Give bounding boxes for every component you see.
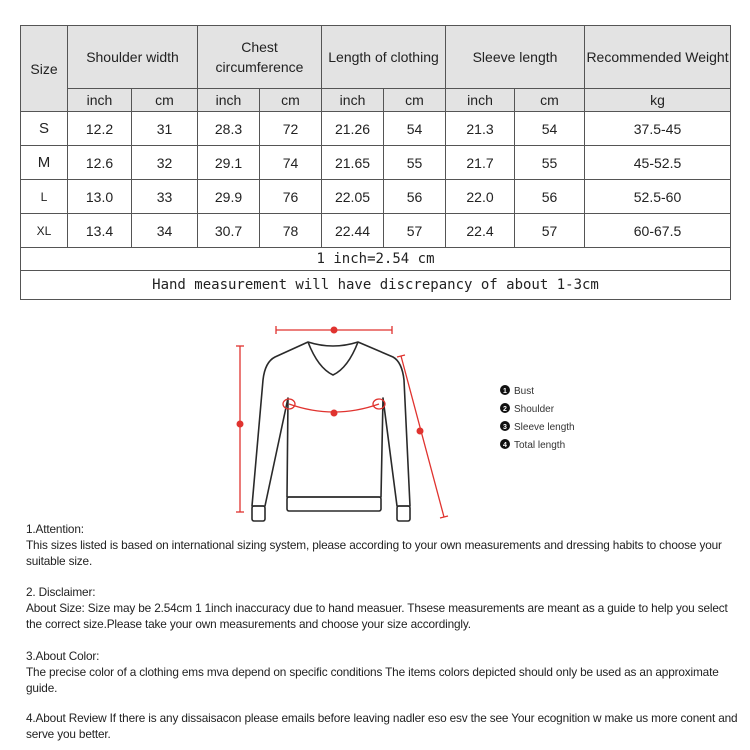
note-title: 1.Attention: (26, 522, 84, 536)
note-color: 3.About Color: The precise color of a cl… (26, 648, 741, 696)
measurement-cell: 21.26 (321, 111, 385, 146)
measurement-cell: 74 (258, 145, 323, 180)
note-body: This sizes listed is based on internatio… (26, 538, 722, 568)
measurement-cell: 13.4 (67, 213, 132, 248)
table-row: M 12.6 32 29.1 74 21.65 55 21.7 55 45-52.5 (20, 145, 732, 180)
marker-shoulder (330, 326, 338, 334)
measurement-cell: 78 (258, 213, 323, 248)
sweater-outline (251, 341, 411, 522)
size-label: S (20, 111, 68, 146)
measurement-cell: 22.0 (445, 179, 516, 214)
measurement-cell: 34 (131, 213, 198, 248)
table-row: L 13.0 33 29.9 76 22.05 56 22.0 56 52.5-60 (20, 179, 732, 214)
unit-cell: cm (258, 88, 323, 112)
measurement-cell: 21.65 (321, 145, 385, 180)
unit-cell: kg (584, 88, 732, 112)
table-row: S 12.2 31 28.3 72 21.26 54 21.3 54 37.5-45 (20, 111, 732, 146)
measurement-cell: 30.7 (197, 213, 260, 248)
svg-text:Total length: Total length (514, 440, 565, 451)
measurement-cell: 45-52.5 (584, 145, 732, 180)
note-review: 4.About Review If there is any dissaisac… (26, 710, 741, 742)
unit-cell: cm (514, 88, 586, 112)
legend-item: 3 Sleeve length (500, 421, 575, 433)
measurement-cell: 29.1 (197, 145, 260, 180)
size-label: L (20, 179, 68, 214)
unit-cell: inch (67, 88, 132, 112)
measurement-cell: 54 (383, 111, 447, 146)
header-row: Size Shoulder width Chest circumference … (20, 25, 732, 112)
sweater-measurement-diagram: 1 Bust 2 Shoulder 3 Sleeve length 4 Total le… (236, 326, 575, 522)
note-title: 3.About Color: (26, 649, 100, 663)
header-shoulder: Shoulder width (67, 25, 198, 89)
measurement-cell: 57 (383, 213, 447, 248)
measurement-cell: 32 (131, 145, 198, 180)
conversion-note: 1 inch=2.54 cm (19, 247, 732, 271)
legend-item: 1 Bust (500, 385, 534, 397)
measurement-cell: 22.44 (321, 213, 385, 248)
measurement-cell: 22.05 (321, 179, 385, 214)
table-row: XL 13.4 34 30.7 78 22.44 57 22.4 57 60-67.5 (20, 213, 732, 248)
svg-text:3: 3 (503, 424, 507, 431)
measurement-cell: 72 (258, 111, 323, 146)
svg-text:Sleeve length: Sleeve length (514, 422, 575, 433)
measurement-cell: 76 (258, 179, 323, 214)
header-size: Size (20, 25, 68, 112)
measurement-cell: 56 (383, 179, 447, 214)
conversion-note-row: 1 inch=2.54 cm (19, 247, 732, 271)
svg-text:Shoulder: Shoulder (514, 404, 555, 415)
note-attention: 1.Attention: This sizes listed is based … (26, 521, 741, 569)
legend-item: 2 Shoulder (500, 403, 555, 415)
header-weight: Recommended Weight (584, 25, 732, 89)
svg-text:Bust: Bust (514, 386, 534, 397)
marker-total-length (236, 420, 244, 428)
unit-cell: cm (131, 88, 198, 112)
measurement-cell: 33 (131, 179, 198, 214)
unit-cell: inch (321, 88, 385, 112)
measurement-cell: 56 (514, 179, 586, 214)
measurement-cell: 22.4 (445, 213, 516, 248)
measurement-cell: 13.0 (67, 179, 132, 214)
header-chest: Chest circumference (196, 25, 323, 89)
measurement-cell: 57 (514, 213, 586, 248)
discrepancy-note-row: Hand measurement will have discrepancy o… (19, 270, 732, 300)
measurement-cell: 21.7 (445, 145, 516, 180)
note-body: 4.About Review If there is any dissaisac… (26, 711, 738, 741)
measurement-cell: 21.3 (445, 111, 516, 146)
unit-cell: inch (445, 88, 516, 112)
measurement-cell: 52.5-60 (584, 179, 732, 214)
legend-item: 4 Total length (500, 439, 565, 451)
size-chart-table: Size Shoulder width Chest circumference … (19, 25, 732, 300)
measurement-cell: 31 (131, 111, 198, 146)
svg-text:1: 1 (503, 388, 507, 395)
legend: 1 Bust 2 Shoulder 3 Sleeve length 4 Total le… (500, 385, 575, 451)
unit-cell: inch (197, 88, 260, 112)
marker-bust (330, 409, 338, 417)
svg-text:4: 4 (503, 442, 507, 449)
measurement-cell: 29.9 (197, 179, 260, 214)
measurement-cell: 12.2 (67, 111, 132, 146)
measurement-cell: 12.6 (67, 145, 132, 180)
note-body: The precise color of a clothing ems mva … (26, 665, 719, 695)
size-label: M (20, 145, 68, 180)
svg-text:2: 2 (503, 406, 507, 413)
discrepancy-note: Hand measurement will have discrepancy o… (19, 270, 732, 300)
unit-row: inch cm inch cm inch cm inch cm kg (21, 88, 732, 112)
note-title: 2. Disclaimer: (26, 585, 96, 599)
unit-cell: cm (383, 88, 447, 112)
measurement-lines (236, 326, 449, 519)
note-body: About Size: Size may be 2.54cm 1 1inch i… (26, 601, 728, 631)
measurement-cell: 55 (514, 145, 586, 180)
measurement-cell: 37.5-45 (584, 111, 732, 146)
marker-sleeve (416, 427, 424, 435)
measurement-cell: 28.3 (197, 111, 260, 146)
measurement-cell: 55 (383, 145, 447, 180)
header-sleeve: Sleeve length (445, 25, 586, 89)
header-length: Length of clothing (321, 25, 447, 89)
size-label: XL (20, 213, 68, 248)
measurement-cell: 60-67.5 (584, 213, 732, 248)
note-disclaimer: 2. Disclaimer: About Size: Size may be 2… (26, 584, 741, 632)
measurement-cell: 54 (514, 111, 586, 146)
